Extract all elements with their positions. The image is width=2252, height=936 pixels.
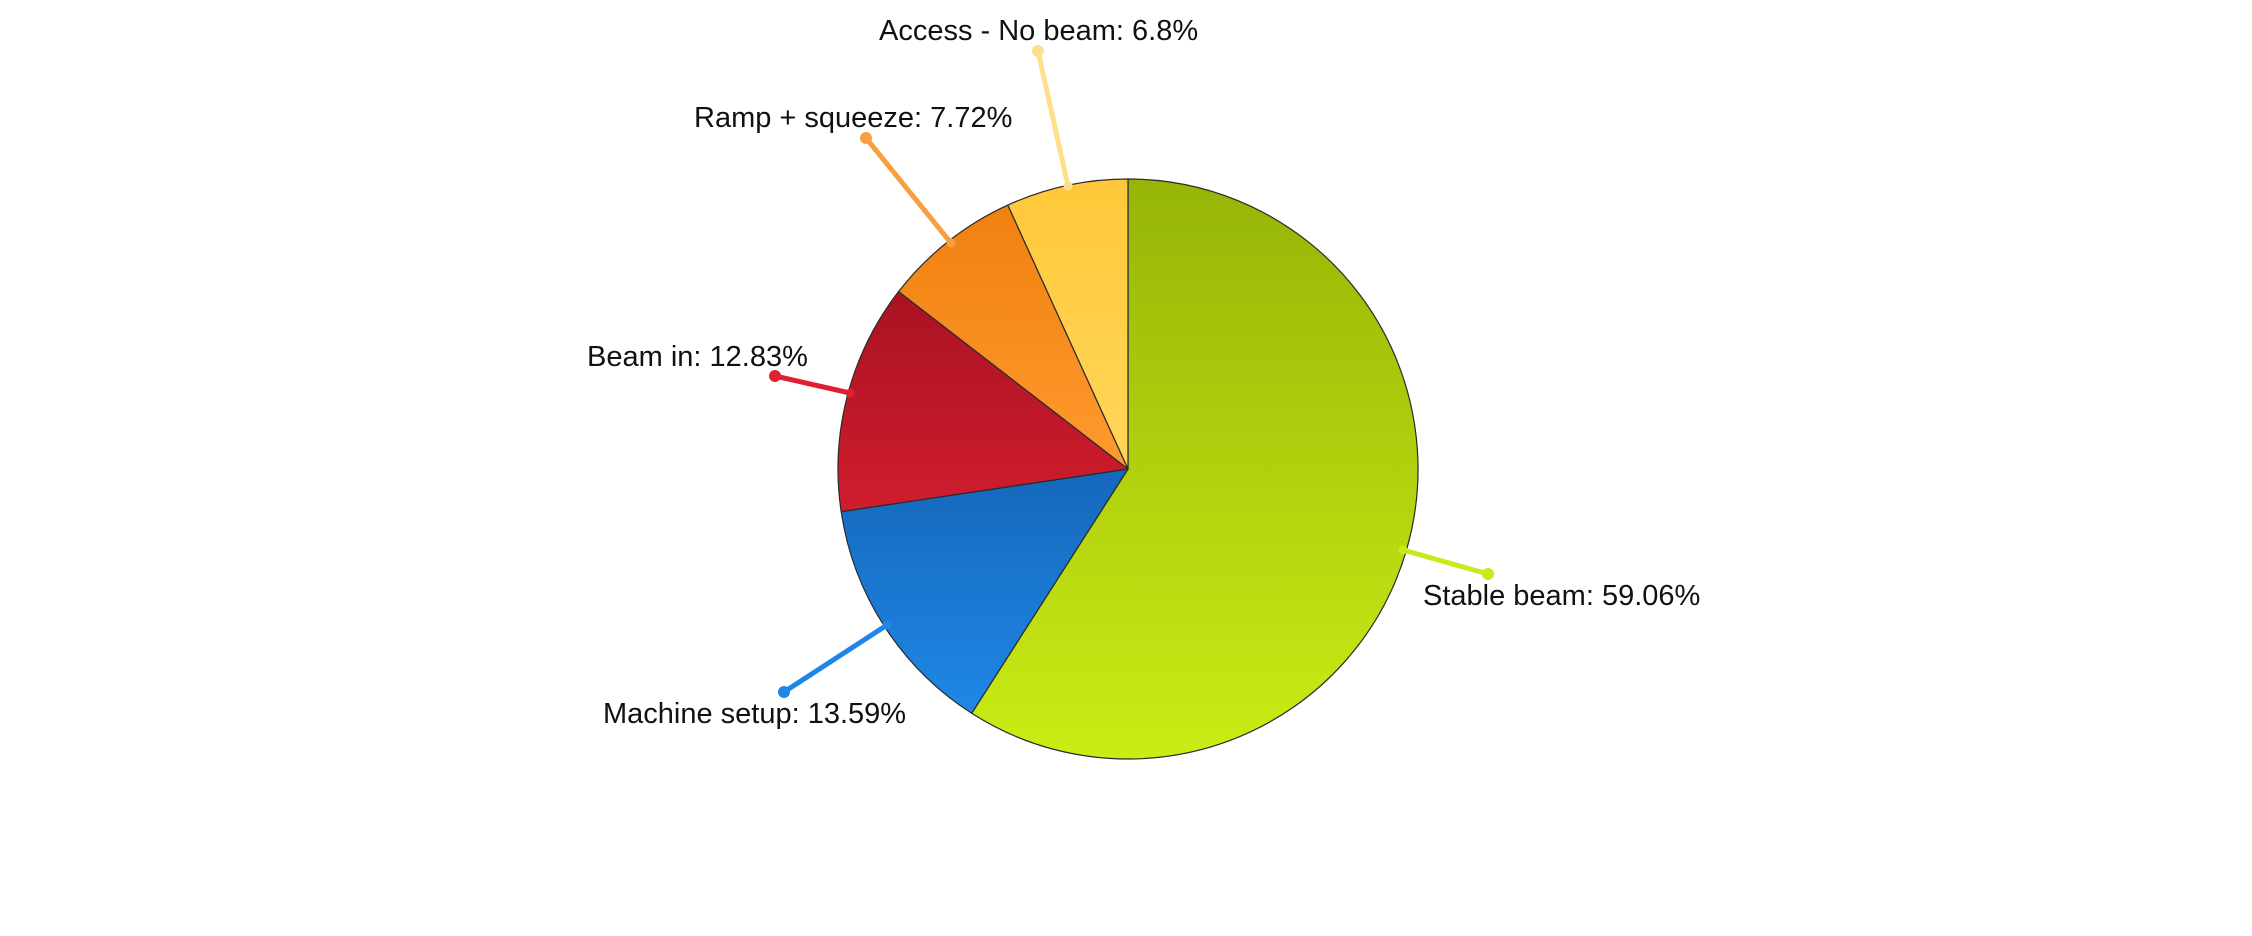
leader-dot-access-no-beam	[1063, 181, 1073, 191]
leader-dot-stable-beam	[1482, 568, 1494, 580]
leader-dot-beam-in	[769, 370, 781, 382]
leader-dot-machine-setup	[778, 686, 790, 698]
slice-label-machine-setup: Machine setup: 13.59%	[603, 698, 906, 730]
pie-slices	[837, 178, 1419, 760]
leader-dot-stable-beam	[1398, 545, 1408, 555]
leader-dot-ramp-squeeze	[946, 238, 956, 248]
pie-leader-lines	[769, 45, 1494, 698]
slice-label-access-no-beam: Access - No beam: 6.8%	[879, 15, 1198, 47]
leader-line-ramp-squeeze	[863, 135, 954, 246]
leader-line-beam-in	[772, 373, 853, 396]
leader-line-access-no-beam	[1035, 48, 1071, 189]
leader-line-stable-beam	[1400, 547, 1491, 577]
leader-dot-ramp-squeeze	[860, 132, 872, 144]
leader-dot-access-no-beam	[1032, 45, 1044, 57]
pie-labels: Stable beam: 59.06% Machine setup: 13.59…	[587, 15, 1700, 730]
leader-dot-beam-in	[845, 388, 855, 398]
slice-label-stable-beam: Stable beam: 59.06%	[1423, 580, 1700, 612]
leader-dot-machine-setup	[882, 620, 892, 630]
slice-label-beam-in: Beam in: 12.83%	[587, 341, 808, 373]
slice-label-ramp-squeeze: Ramp + squeeze: 7.72%	[694, 102, 1012, 134]
leader-line-machine-setup	[781, 622, 890, 695]
